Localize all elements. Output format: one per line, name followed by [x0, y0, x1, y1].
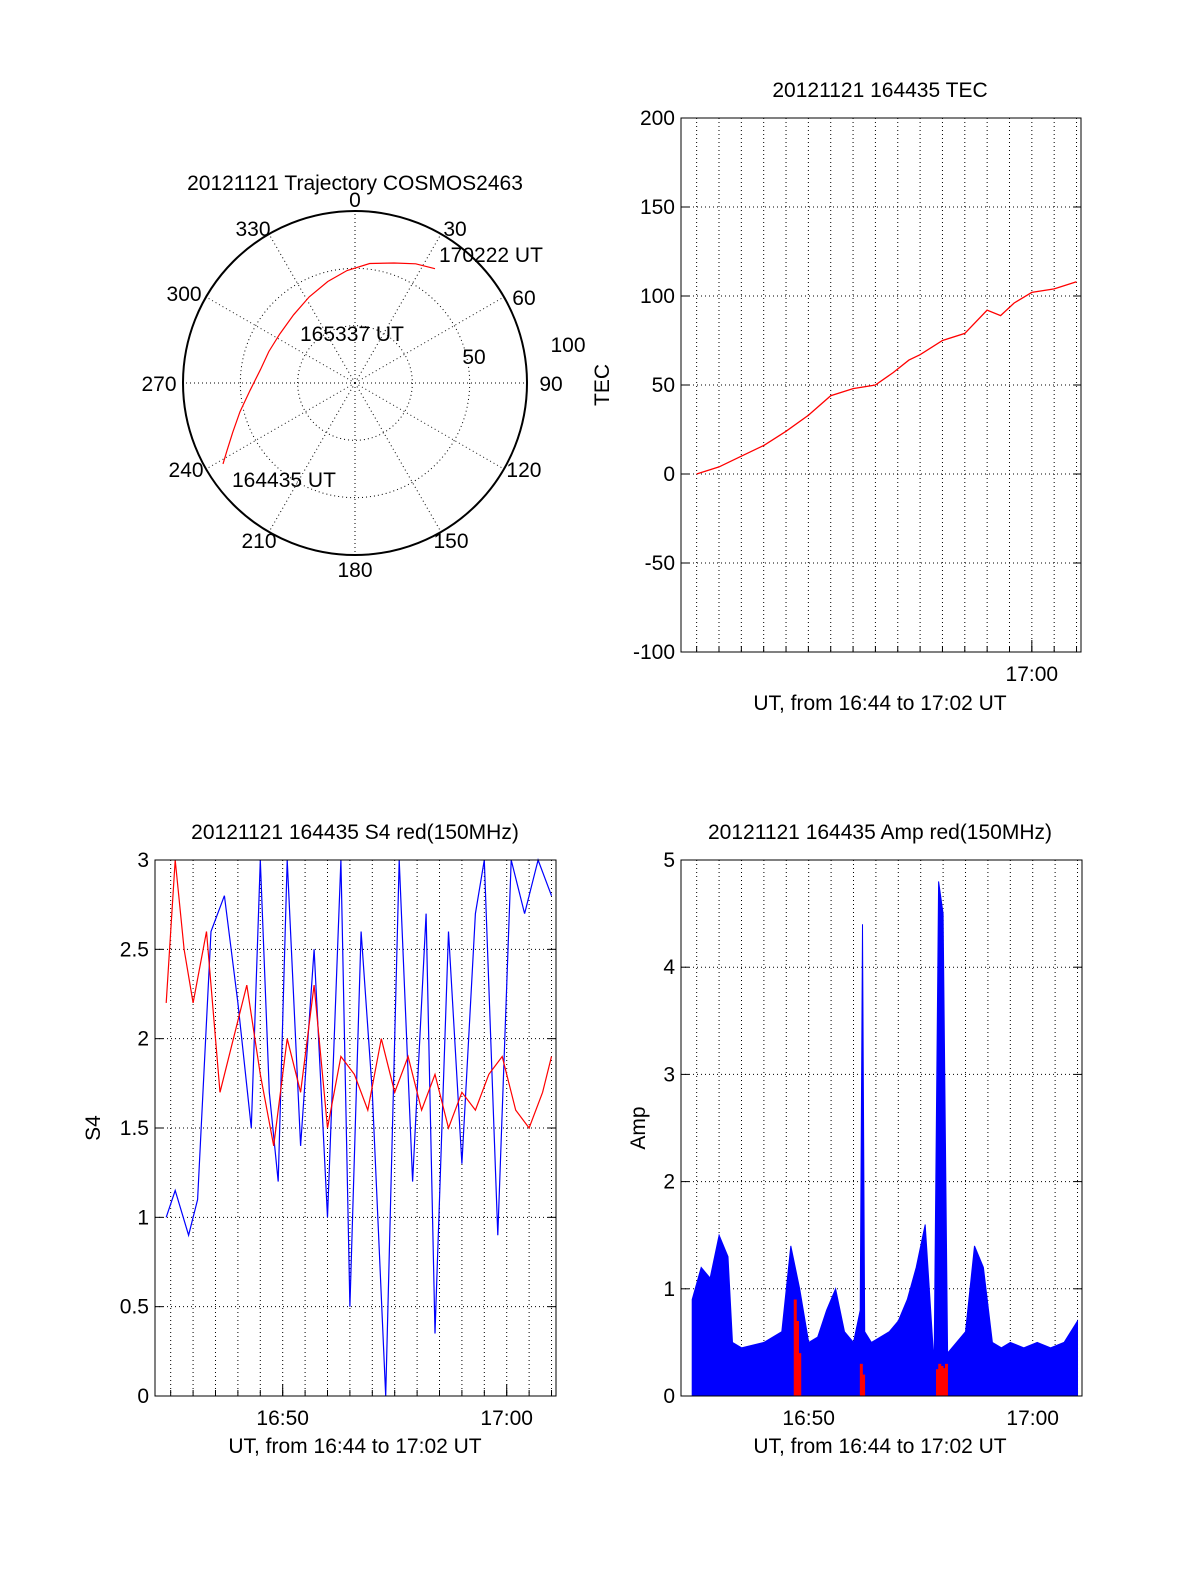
- s4-panel: 20121121 164435 S4 red(150MHz) 0 0.5 1 1.5 2…: [82, 821, 557, 1458]
- polar-azimuth-label: 150: [433, 530, 468, 553]
- s4-y-tick-label: 1: [137, 1206, 149, 1229]
- polar-azimuth-label: 60: [512, 287, 535, 310]
- amp-panel: 20121121 164435 Amp red(150MHz) 0 1 2 3 4 5 1…: [627, 821, 1083, 1458]
- tec-panel: 20121121 164435 TEC -100-50050100150200 …: [591, 79, 1082, 715]
- polar-annotation-mid: 165337 UT: [300, 323, 404, 346]
- tec-x-axis-label: UT, from 16:44 to 17:02 UT: [753, 692, 1006, 715]
- polar-azimuth-label: 330: [235, 218, 270, 241]
- tec-y-tick-label: 0: [663, 463, 675, 486]
- polar-azimuth-label: 120: [506, 459, 541, 482]
- s4-y-axis-label: S4: [82, 1115, 105, 1141]
- tec-grid: [681, 117, 1081, 653]
- amp-x-axis-label: UT, from 16:44 to 17:02 UT: [753, 1435, 1006, 1458]
- amp-y-tick-label: 2: [663, 1171, 675, 1194]
- polar-panel: 20121121 Trajectory COSMOS2463 0 30 60 90 12…: [141, 172, 585, 582]
- s4-series-blue: [165, 857, 553, 1397]
- polar-grid-spoke: [268, 382, 356, 533]
- tec-y-tick-label: 150: [640, 196, 675, 219]
- s4-title: 20121121 164435 S4 red(150MHz): [191, 821, 519, 844]
- polar-grid-spoke: [268, 233, 356, 384]
- polar-grid-spoke: [354, 296, 505, 384]
- polar-grid-spoke: [354, 382, 505, 470]
- polar-annotation-start: 164435 UT: [232, 469, 336, 492]
- s4-y-tick-label: 2: [137, 1028, 149, 1051]
- amp-y-tick-label: 1: [663, 1278, 675, 1301]
- s4-y-tick-label: 3: [137, 849, 149, 872]
- amp-y-ticks: 0 1 2 3 4 5: [663, 849, 675, 1408]
- s4-y-tick-label: 2.5: [120, 938, 149, 961]
- tec-y-ticks: -100 -50 0 50 100 150 200: [633, 107, 675, 664]
- polar-grid-spoke: [354, 233, 442, 384]
- tec-x-tick-label: 17:00: [1006, 663, 1059, 686]
- polar-azimuth-label: 300: [167, 283, 202, 306]
- polar-grid-spoke: [205, 296, 356, 384]
- s4-x-tick-label: 17:00: [480, 1407, 533, 1430]
- polar-outer-circle: [182, 210, 528, 556]
- amp-y-tick-label: 5: [663, 849, 675, 872]
- amp-y-tick-label: 4: [663, 956, 675, 979]
- polar-grid: [183, 211, 527, 555]
- polar-azimuth-label: 30: [443, 218, 466, 241]
- s4-x-tick-label: 16:50: [256, 1407, 309, 1430]
- tec-y-tick-label: -50: [645, 552, 675, 575]
- amp-grid: [681, 859, 1082, 1397]
- polar-radial-label-50: 50: [462, 346, 485, 369]
- s4-y-tick-label: 1.5: [120, 1117, 149, 1140]
- polar-grid-circle: [297, 325, 413, 441]
- amp-plot-frame: [680, 859, 1083, 1397]
- amp-y-tick-label: 3: [663, 1063, 675, 1086]
- tec-series-line: [696, 281, 1077, 475]
- polar-azimuth-label: 180: [337, 559, 372, 582]
- tec-x-ticks: 17:00: [1006, 663, 1059, 686]
- tec-y-tick-label: -100: [633, 641, 675, 664]
- amp-x-tick-label: 17:00: [1006, 1407, 1059, 1430]
- tec-title: 20121121 164435 TEC: [772, 79, 987, 102]
- amp-x-tick-label: 16:50: [782, 1407, 835, 1430]
- s4-y-tick-label: 0: [137, 1385, 149, 1408]
- s4-y-ticks: 0 0.5 1 1.5 2 2.5 3: [120, 849, 149, 1408]
- polar-annotation-end: 170222 UT: [439, 244, 543, 267]
- s4-series-red: [165, 859, 553, 1147]
- s4-plot-frame: [154, 859, 557, 1397]
- amp-y-tick-label: 0: [663, 1385, 675, 1408]
- polar-azimuth-label: 90: [539, 373, 562, 396]
- polar-radial-label-100: 100: [550, 334, 585, 357]
- polar-trajectory-line: [222, 262, 436, 465]
- polar-grid-spoke: [354, 382, 442, 533]
- s4-x-axis-label: UT, from 16:44 to 17:02 UT: [228, 1435, 481, 1458]
- tec-y-tick-label: 200: [640, 107, 675, 130]
- polar-azimuth-labels: 0 30 60 90 120 150 180 210 240 270 300 330: [141, 189, 562, 582]
- amp-x-ticks: 16:50 17:00: [782, 1407, 1059, 1430]
- polar-azimuth-label: 0: [349, 189, 361, 212]
- polar-title: 20121121 Trajectory COSMOS2463: [187, 172, 523, 195]
- amp-title: 20121121 164435 Amp red(150MHz): [708, 821, 1052, 844]
- amp-series-blue: [691, 881, 1078, 1397]
- polar-grid-spoke: [205, 382, 356, 470]
- polar-azimuth-label: 240: [169, 459, 204, 482]
- polar-azimuth-label: 210: [241, 530, 276, 553]
- polar-azimuth-label: 270: [141, 373, 176, 396]
- tec-y-tick-label: 50: [652, 374, 675, 397]
- tec-y-axis-label: TEC: [591, 364, 614, 406]
- s4-x-ticks: 16:50 17:00: [256, 1407, 533, 1430]
- amp-y-axis-label: Amp: [627, 1106, 650, 1149]
- s4-y-tick-label: 0.5: [120, 1296, 149, 1319]
- tec-plot-frame: [680, 117, 1082, 653]
- amp-series-red: [793, 1299, 948, 1396]
- tec-y-tick-label: 100: [640, 285, 675, 308]
